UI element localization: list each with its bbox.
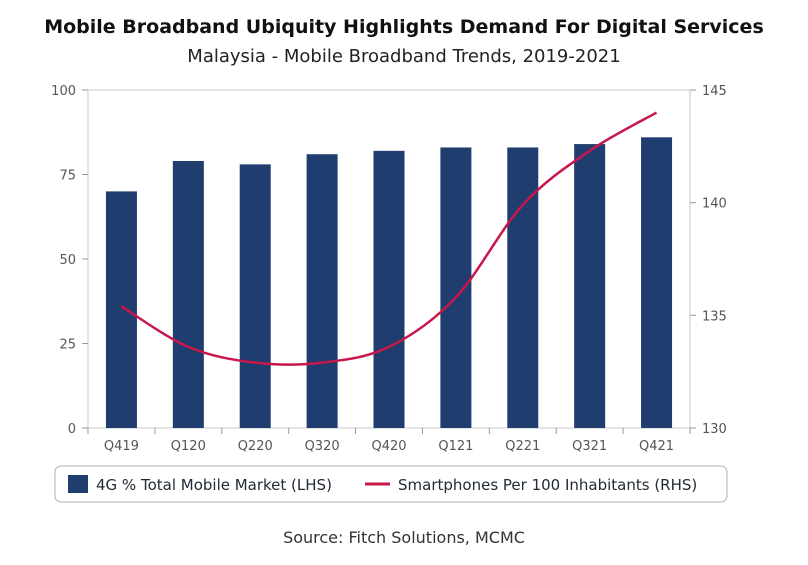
bar-series xyxy=(105,137,673,429)
left-tick-label-75: 75 xyxy=(59,169,76,184)
legend-label-line: Smartphones Per 100 Inhabitants (RHS) xyxy=(398,476,697,494)
legend: 4G % Total Mobile Market (LHS) Smartphone… xyxy=(54,465,728,503)
bar-Q220 xyxy=(239,164,271,429)
x-tick-label-Q320: Q320 xyxy=(305,439,340,454)
x-tick-label-Q121: Q121 xyxy=(438,439,473,454)
bar-Q121 xyxy=(440,147,472,428)
left-tick-label-50: 50 xyxy=(59,253,76,268)
left-tick-label-0: 0 xyxy=(68,422,76,437)
legend-swatch-bar xyxy=(68,475,88,493)
right-tick-label-140: 140 xyxy=(702,197,727,212)
x-tick-label-Q120: Q120 xyxy=(171,439,206,454)
x-tick-label-Q221: Q221 xyxy=(505,439,540,454)
source-note: Source: Fitch Solutions, MCMC xyxy=(283,528,525,547)
smartphones-line xyxy=(120,111,658,366)
legend-box xyxy=(54,465,728,503)
chart-canvas: 0 25 50 75 100 130 135 140 145 Q419 Q120 Q220 Q320 Q4… xyxy=(51,84,728,503)
chart-subtitle: Malaysia - Mobile Broadband Trends, 2019… xyxy=(187,46,621,67)
left-tick-label-25: 25 xyxy=(59,338,76,353)
bar-Q420 xyxy=(373,150,405,428)
bar-Q421 xyxy=(641,137,673,428)
legend-label-bar: 4G % Total Mobile Market (LHS) xyxy=(96,476,332,494)
right-tick-label-135: 135 xyxy=(702,309,727,324)
x-tick-label-Q420: Q420 xyxy=(371,439,406,454)
line-series xyxy=(120,111,658,366)
x-tick-label-Q421: Q421 xyxy=(639,439,674,454)
x-tick-label-Q321: Q321 xyxy=(572,439,607,454)
x-tick-label-Q419: Q419 xyxy=(104,439,139,454)
axes: 0 25 50 75 100 130 135 140 145 Q419 Q120 Q220 Q320 Q4… xyxy=(51,84,727,454)
x-tick-label-Q220: Q220 xyxy=(238,439,273,454)
bar-Q320 xyxy=(306,154,338,428)
left-tick-label-100: 100 xyxy=(51,84,76,99)
bar-Q321 xyxy=(574,144,606,428)
right-tick-label-130: 130 xyxy=(702,422,727,437)
bar-Q221 xyxy=(507,147,539,428)
right-tick-label-145: 145 xyxy=(702,84,727,99)
bar-Q120 xyxy=(172,160,204,429)
bar-Q419 xyxy=(105,191,137,428)
chart-title: Mobile Broadband Ubiquity Highlights Dem… xyxy=(44,16,764,38)
